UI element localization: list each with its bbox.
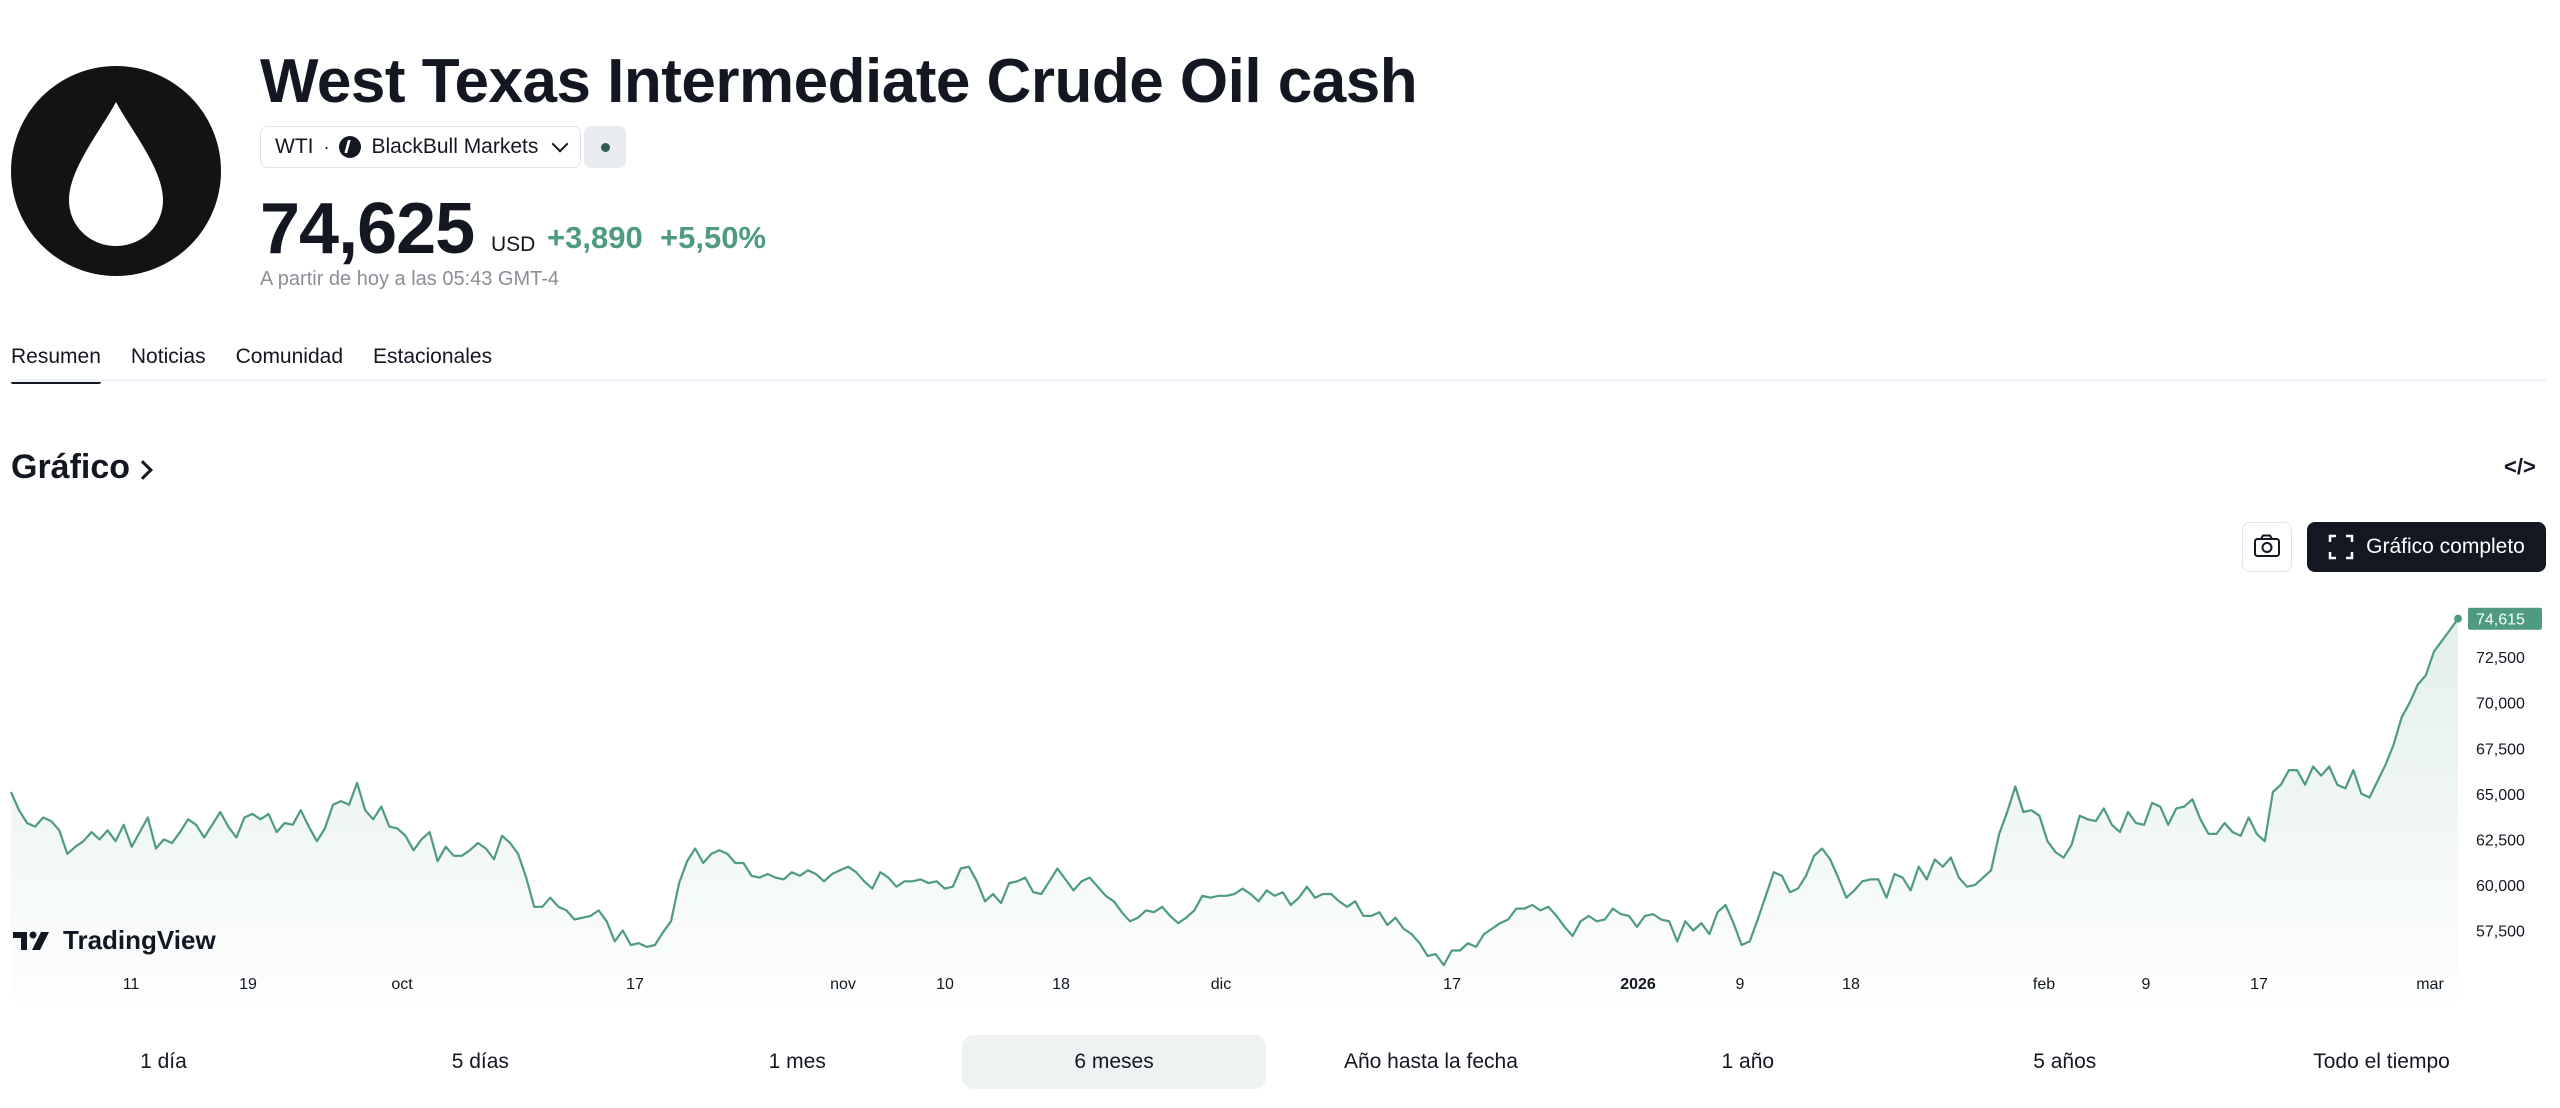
range-button-6[interactable]: 5 años: [2033, 1050, 2097, 1073]
x-tick-label: 19: [239, 976, 257, 993]
price-chart[interactable]: 72,500 70,000 67,500 65,000 62,500 60,000 57,5…: [0, 590, 2560, 1010]
exchange-logo-icon: [339, 136, 362, 158]
range-selector: 1 día 5 días 1 mes 6 meses Año hasta la fech…: [11, 1035, 2546, 1089]
watermark-label: TradingView: [63, 925, 216, 955]
tab-noticias[interactable]: Noticias: [130, 345, 206, 368]
x-tick-label: mar: [2416, 976, 2444, 993]
y-tick-label: 72,500: [2476, 650, 2525, 667]
price-change-percent: +5,50%: [660, 220, 767, 255]
embed-code-button[interactable]: </>: [2504, 454, 2536, 479]
y-tick-label: 62,500: [2476, 832, 2525, 849]
chevron-down-icon: [551, 135, 569, 153]
x-tick-label: 10: [936, 976, 954, 993]
screenshot-button[interactable]: [2242, 522, 2292, 572]
tab-resumen[interactable]: Resumen: [11, 345, 101, 384]
last-price-dot: [2454, 614, 2462, 623]
x-tick-label: 11: [123, 976, 140, 993]
x-tick-label: 17: [626, 976, 644, 993]
symbol-label: WTI: [275, 135, 314, 158]
chart-section-title: Gráfico: [11, 448, 131, 486]
chart-section-link[interactable]: Gráfico: [11, 448, 153, 487]
last-price-badge: [2468, 607, 2542, 630]
price-change: +3,890: [547, 220, 643, 255]
tab-bar: Resumen Noticias Comunidad Estacionales: [11, 345, 493, 384]
range-button-4[interactable]: Año hasta la fecha: [1343, 1050, 1518, 1073]
last-price-label: 74,615: [2476, 612, 2525, 629]
quote-timestamp: A partir de hoy a las 05:43 GMT-4: [260, 268, 560, 290]
x-tick-label: nov: [830, 976, 856, 993]
y-tick-label: 67,500: [2476, 741, 2525, 758]
range-button-7[interactable]: Todo el tiempo: [2313, 1050, 2450, 1073]
y-tick-label: 70,000: [2476, 696, 2525, 713]
price-area-fill: [11, 618, 2458, 1002]
x-tick-label: 18: [1842, 976, 1860, 993]
tradingview-logo-icon: [13, 931, 49, 950]
y-tick-label: 65,000: [2476, 787, 2525, 804]
expand-icon: [2328, 534, 2354, 560]
x-tick-label: 17: [1443, 976, 1461, 993]
exchange-label: BlackBull Markets: [371, 135, 539, 158]
full-chart-button[interactable]: Gráfico completo: [2307, 522, 2546, 572]
range-button-1[interactable]: 5 días: [451, 1050, 509, 1073]
tab-comunidad[interactable]: Comunidad: [235, 345, 343, 368]
x-tick-label: 2026: [1620, 976, 1656, 993]
range-button-3[interactable]: 6 meses: [961, 1035, 1267, 1089]
separator: ·: [323, 136, 330, 157]
price-line: [9, 618, 2459, 967]
x-tick-label: 9: [2142, 976, 2151, 993]
tradingview-watermark: TradingView: [13, 925, 216, 956]
symbol-logo: [11, 66, 221, 276]
tab-estacionales[interactable]: Estacionales: [373, 345, 493, 368]
page-title: West Texas Intermediate Crude Oil cash: [260, 47, 1418, 116]
x-tick-label: 9: [1736, 976, 1745, 993]
x-tick-label: 17: [2250, 976, 2268, 993]
market-status-button[interactable]: [584, 126, 626, 168]
camera-icon: [2254, 534, 2280, 557]
oil-drop-icon: [69, 102, 163, 246]
y-tick-label: 57,500: [2476, 924, 2525, 941]
x-tick-label: oct: [391, 976, 413, 993]
x-tick-label: dic: [1211, 976, 1231, 993]
y-tick-label: 60,000: [2476, 878, 2525, 895]
tab-divider: [11, 379, 2546, 382]
price-value: 74,625: [260, 189, 475, 269]
x-tick-label: feb: [2033, 976, 2055, 993]
range-button-0[interactable]: 1 día: [140, 1050, 187, 1073]
full-chart-label: Gráfico completo: [2366, 535, 2525, 558]
chevron-right-icon: [133, 459, 153, 480]
range-button-5[interactable]: 1 año: [1721, 1050, 1775, 1073]
range-button-2[interactable]: 1 mes: [768, 1050, 826, 1073]
exchange-selector[interactable]: WTI · BlackBull Markets: [260, 126, 582, 168]
price-currency: USD: [491, 233, 536, 256]
x-tick-label: 18: [1052, 976, 1070, 993]
